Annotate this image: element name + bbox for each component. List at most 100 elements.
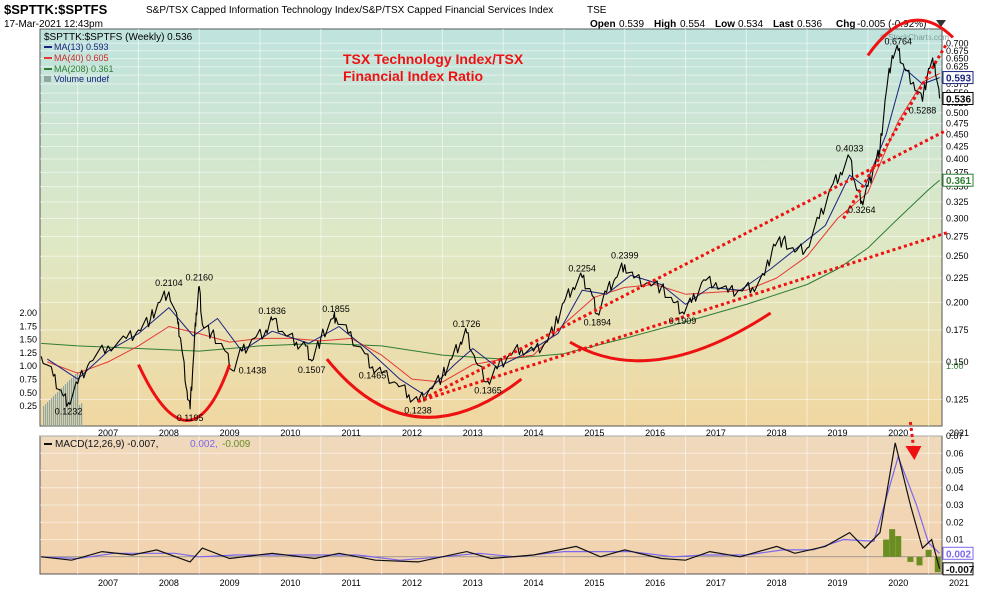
- volume-bar: [77, 372, 79, 426]
- x-tick-label: 2016: [645, 578, 665, 588]
- high-label: High: [654, 19, 676, 30]
- macd-legend-signal: 0.002,: [190, 439, 218, 450]
- macd-histogram-bar: [925, 549, 932, 557]
- price-point-label: 0.1465: [359, 371, 387, 381]
- y-tick-label: 0.425: [946, 141, 969, 151]
- volume-axis-label: 2.00: [19, 308, 37, 318]
- price-point-label: 0.6764: [884, 36, 912, 46]
- price-legend: $SPTTK:$SPTFS (Weekly) 0.536 MA(13) 0.59…: [44, 32, 193, 84]
- macd-y-tick-label: 0.02: [946, 517, 964, 527]
- x-tick-label: 2015: [584, 578, 604, 588]
- volume-bar: [59, 390, 61, 426]
- price-last-value-tag-box: [942, 173, 974, 187]
- volume-bar: [73, 376, 75, 426]
- price-point-label: 0.1238: [404, 406, 432, 416]
- volume-bar: [51, 398, 53, 426]
- volume-bar: [49, 400, 51, 426]
- last-label: Last: [773, 19, 794, 30]
- y-tick-label: 0.250: [946, 251, 969, 261]
- legend-volume-swatch: [44, 76, 51, 82]
- chg-value: -0.005 (-0.92%): [857, 19, 926, 30]
- x-tick-label: 2012: [402, 428, 422, 438]
- last-value-tags: 0.593 0.536 0.361 0.002 -0.007: [942, 71, 975, 576]
- x-tick-label: 2018: [767, 578, 787, 588]
- x-tick-label: 2008: [159, 428, 179, 438]
- open-value: 0.539: [619, 19, 644, 30]
- x-tick-label: 2011: [342, 578, 361, 588]
- watermark: © StockCharts.com: [880, 33, 949, 42]
- ma13-line: [47, 67, 940, 396]
- y-tick-label: 0.125: [946, 395, 969, 405]
- price-last-value-tag: 0.593: [946, 74, 971, 85]
- x-tick-label: 2013: [463, 428, 483, 438]
- price-point-label: 0.1507: [298, 365, 326, 375]
- price-point-label: 0.2399: [611, 251, 639, 261]
- low-value: 0.534: [738, 19, 763, 30]
- x-tick-label: 2019: [827, 428, 847, 438]
- volume-bar: [55, 394, 57, 426]
- volume-bar: [81, 403, 83, 426]
- y-tick-label: 0.675: [946, 46, 969, 56]
- y-tick-label: 0.375: [946, 167, 969, 177]
- x-tick-label: 2017: [706, 578, 726, 588]
- price-gridlines: [40, 29, 942, 426]
- price-panel: [39, 28, 943, 427]
- y-tick-label: 0.450: [946, 130, 969, 140]
- macd-legend-macd: MACD(12,26,9) -0.007,: [55, 439, 158, 450]
- axis-labels: 2007 2007 2008 2008 2009 2009 2010 2010 2011 2011…: [19, 38, 969, 588]
- volume-axis-label: 1.75: [19, 321, 37, 331]
- x-tick-label: 2008: [159, 578, 179, 588]
- macd-y-tick-label: 0.03: [946, 500, 964, 510]
- open-label: Open: [590, 19, 616, 30]
- y-tick-label: 0.200: [946, 297, 969, 307]
- red-annotations: [137, 18, 954, 422]
- macd-last-value-tag: -0.007: [946, 565, 975, 576]
- y-tick-label: 0.400: [946, 154, 969, 164]
- x-tick-label: 2013: [463, 578, 483, 588]
- y-tick-label: 0.225: [946, 273, 969, 283]
- macd-histogram-bar: [916, 556, 923, 566]
- red-arrow-shaft: [908, 421, 915, 447]
- datetime-label: 17-Mar-2021 12:43pm: [4, 19, 103, 30]
- macd-histogram-bar: [889, 529, 896, 557]
- volume-bar: [43, 406, 45, 426]
- x-tick-label: 2009: [220, 428, 240, 438]
- price-point-label: 0.1195: [177, 413, 204, 423]
- price-series: [40, 44, 941, 410]
- volume-bar: [53, 396, 55, 426]
- x-tick-label: 2014: [524, 428, 544, 438]
- x-tick-label: 2007: [98, 428, 118, 438]
- x-tick-label: 2007: [98, 578, 118, 588]
- exchange-label: TSE: [587, 5, 607, 16]
- dotted-trendline: [842, 42, 949, 220]
- volume-bar: [57, 392, 59, 426]
- price-point-label: 0.2254: [568, 264, 596, 274]
- x-tick-label: 2020: [888, 578, 908, 588]
- y-tick-label: 1.00: [946, 361, 964, 371]
- macd-y-tick-label: 0.05: [946, 466, 964, 476]
- macd-series: [41, 421, 941, 573]
- x-tick-label: 2014: [524, 578, 544, 588]
- low-label: Low: [715, 19, 735, 30]
- x-tick-label: 2018: [767, 428, 787, 438]
- price-point-label: 0.1232: [55, 407, 83, 417]
- volume-axis-label: 0.75: [19, 375, 37, 385]
- last-value: 0.536: [797, 19, 822, 30]
- x-tick-label: 2016: [645, 428, 665, 438]
- volume-axis-label: 0.25: [19, 401, 37, 411]
- chg-label: Chg: [836, 19, 855, 30]
- price-point-label: 0.2104: [155, 278, 183, 288]
- macd-last-value-tag-box: [942, 546, 974, 560]
- dotted-trendline: [417, 231, 948, 403]
- price-point-label: 0.2160: [185, 272, 213, 282]
- macd-y-tick-label: 0.07: [946, 431, 964, 441]
- volume-bar: [71, 378, 73, 426]
- macd-y-tick-label: 0.04: [946, 483, 964, 493]
- volume-bar: [47, 402, 49, 426]
- legend-price: $SPTTK:$SPTFS (Weekly) 0.536: [44, 32, 193, 43]
- y-tick-label: 0.300: [946, 214, 969, 224]
- price-last-value-tag: 0.361: [946, 176, 971, 187]
- red-arc: [325, 358, 523, 419]
